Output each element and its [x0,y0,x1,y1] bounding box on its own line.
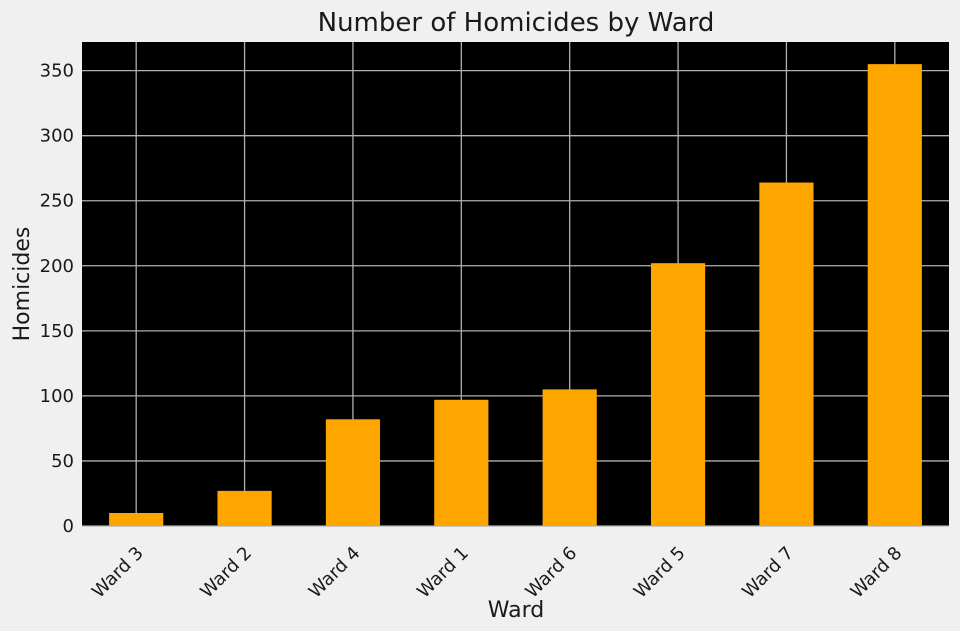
bars [109,64,922,527]
x-tick-label: Ward 5 [630,543,690,603]
bar [434,399,489,526]
x-axis-label: Ward [488,598,544,623]
x-tick-label: Ward 6 [522,543,582,603]
y-tick-label: 300 [40,126,74,147]
bar [109,512,164,526]
y-tick-label: 250 [40,191,74,212]
x-tick-label: Ward 2 [196,543,256,603]
y-tick-label: 0 [63,516,74,537]
x-tick-label: Ward 1 [413,543,473,603]
y-tick-label: 200 [40,256,74,277]
bar [542,389,597,526]
y-tick-label: 150 [40,321,74,342]
bar [759,182,814,527]
plot-area [82,42,949,526]
x-axis-ticks: Ward 3 Ward 2 Ward 4 Ward 1 Ward 6 Ward 5 Ward… [88,543,906,603]
bar [650,263,706,526]
y-axis-label: Homicides [10,227,35,342]
x-tick-label: Ward 4 [305,543,365,603]
chart-title: Number of Homicides by Ward [318,8,715,38]
bar [217,490,272,526]
bar [325,419,381,526]
x-tick-label: Ward 3 [88,543,148,603]
bar [867,64,922,526]
y-tick-label: 350 [40,61,74,82]
y-tick-label: 50 [51,451,74,472]
x-tick-label: Ward 8 [847,543,907,603]
y-axis-ticks: 0 50 100 150 200 250 300 350 [40,61,74,537]
x-tick-label: Ward 7 [738,543,798,603]
y-tick-label: 100 [40,386,74,407]
